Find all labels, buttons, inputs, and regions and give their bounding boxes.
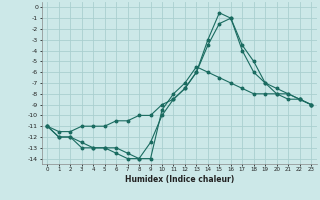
X-axis label: Humidex (Indice chaleur): Humidex (Indice chaleur) — [124, 175, 234, 184]
